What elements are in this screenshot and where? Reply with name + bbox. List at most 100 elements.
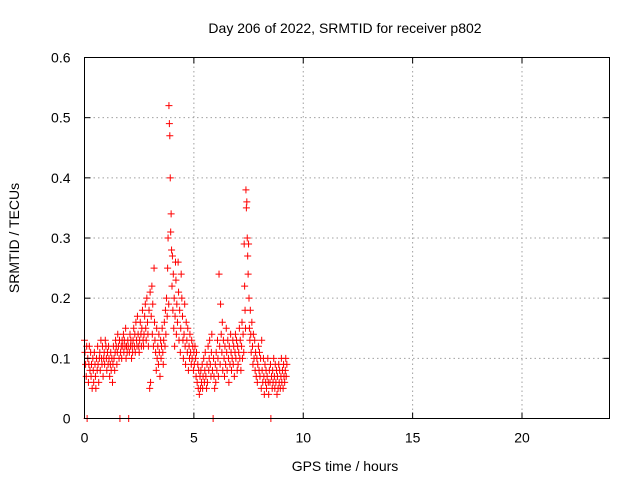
data-point-marker — [145, 306, 153, 314]
data-point-marker — [91, 372, 99, 380]
x-axis-label: GPS time / hours — [292, 458, 399, 474]
data-point-marker — [179, 312, 186, 320]
data-point-marker — [171, 312, 179, 320]
data-point-marker — [222, 324, 230, 332]
data-point-marker — [188, 336, 196, 344]
y-tick-label: 0.4 — [51, 170, 71, 186]
data-point-marker — [130, 324, 138, 332]
data-point-marker — [168, 282, 176, 290]
data-point-marker — [155, 330, 163, 338]
data-point-marker — [161, 306, 169, 314]
data-point-marker — [178, 294, 186, 302]
data-point-marker — [169, 306, 177, 314]
data-point-marker — [282, 372, 290, 380]
data-point-marker — [85, 342, 93, 350]
data-point-marker — [141, 300, 149, 308]
data-point-marker — [166, 132, 174, 140]
data-point-marker — [243, 198, 251, 206]
data-point-marker — [265, 390, 273, 398]
data-point-marker — [281, 366, 289, 374]
data-point-marker — [162, 330, 170, 338]
data-point-marker — [176, 348, 184, 356]
data-point-marker — [147, 312, 155, 320]
data-point-marker — [99, 372, 107, 380]
data-point-marker — [270, 354, 278, 362]
chart-title: Day 206 of 2022, SRMTID for receiver p80… — [208, 20, 481, 36]
data-point-marker — [149, 300, 157, 308]
x-tick-label: 10 — [295, 430, 311, 446]
data-point-marker — [128, 354, 136, 362]
data-point-marker — [244, 252, 252, 260]
data-point-marker — [186, 330, 194, 338]
y-tick-label: 0.3 — [51, 230, 71, 246]
data-point-marker — [201, 348, 209, 356]
data-point-marker — [217, 330, 225, 338]
data-point-marker — [170, 324, 178, 332]
data-point-marker — [195, 390, 203, 398]
data-point-marker — [249, 330, 257, 338]
data-point-marker — [165, 102, 173, 110]
data-point-marker — [249, 342, 256, 350]
data-point-marker — [237, 366, 245, 374]
data-point-marker — [208, 330, 216, 338]
data-point-marker — [258, 336, 266, 344]
y-axis-label: SRMTID / TECUs — [6, 183, 22, 293]
data-point-marker — [168, 252, 176, 260]
data-point-marker — [167, 210, 175, 218]
data-point-marker — [122, 324, 130, 332]
data-point-marker — [133, 312, 141, 320]
data-point-marker — [245, 294, 253, 302]
data-point-marker — [151, 318, 158, 326]
data-point-marker — [166, 174, 174, 182]
data-point-marker — [236, 336, 244, 344]
y-tick-label: 0.6 — [51, 50, 71, 66]
axis-ticks — [84, 57, 610, 419]
data-point-marker — [239, 330, 247, 338]
data-point-marker — [146, 384, 154, 392]
data-point-marker — [158, 324, 166, 332]
data-point-marker — [241, 282, 249, 290]
data-point-marker — [165, 300, 173, 308]
data-point-marker — [238, 318, 246, 326]
y-tick-label: 0.1 — [51, 350, 71, 366]
data-point-marker — [242, 186, 250, 194]
data-point-marker — [163, 294, 171, 302]
data-point-marker — [191, 342, 199, 350]
data-point-marker — [184, 324, 192, 332]
data-point-marker — [254, 342, 262, 350]
data-point-marker — [193, 348, 200, 356]
data-point-marker — [264, 354, 272, 362]
data-point-marker — [174, 258, 182, 266]
data-point-marker — [109, 378, 116, 386]
data-point-marker — [150, 264, 158, 272]
data-point-marker — [96, 366, 104, 374]
y-tick-label: 0.2 — [51, 290, 71, 306]
data-point-marker — [203, 384, 211, 392]
data-point-marker — [176, 306, 184, 314]
data-point-marker — [142, 336, 150, 344]
data-point-marker — [169, 270, 177, 278]
data-point-marker — [245, 324, 253, 332]
x-tick-labels: 0 5 10 15 20 — [81, 430, 530, 446]
data-point-marker — [246, 306, 254, 314]
x-tick-label: 5 — [190, 430, 198, 446]
data-point-marker — [204, 342, 212, 350]
data-point-marker — [177, 270, 185, 278]
data-point-marker — [254, 360, 262, 368]
data-point-marker — [157, 354, 165, 362]
data-point-marker — [152, 366, 160, 374]
data-point-marker — [230, 372, 238, 380]
data-point-marker — [159, 360, 167, 368]
data-point-marker — [244, 270, 252, 278]
data-point-marker — [164, 234, 172, 242]
data-point-marker — [175, 288, 183, 296]
data-point-marker — [251, 336, 259, 344]
data-point-marker — [92, 384, 100, 392]
data-point-marker — [172, 276, 180, 284]
data-point-marker — [111, 366, 119, 374]
data-point-marker — [192, 354, 200, 362]
data-point-marker — [215, 270, 223, 278]
data-point-marker — [160, 336, 168, 344]
data-point-marker — [170, 294, 178, 302]
